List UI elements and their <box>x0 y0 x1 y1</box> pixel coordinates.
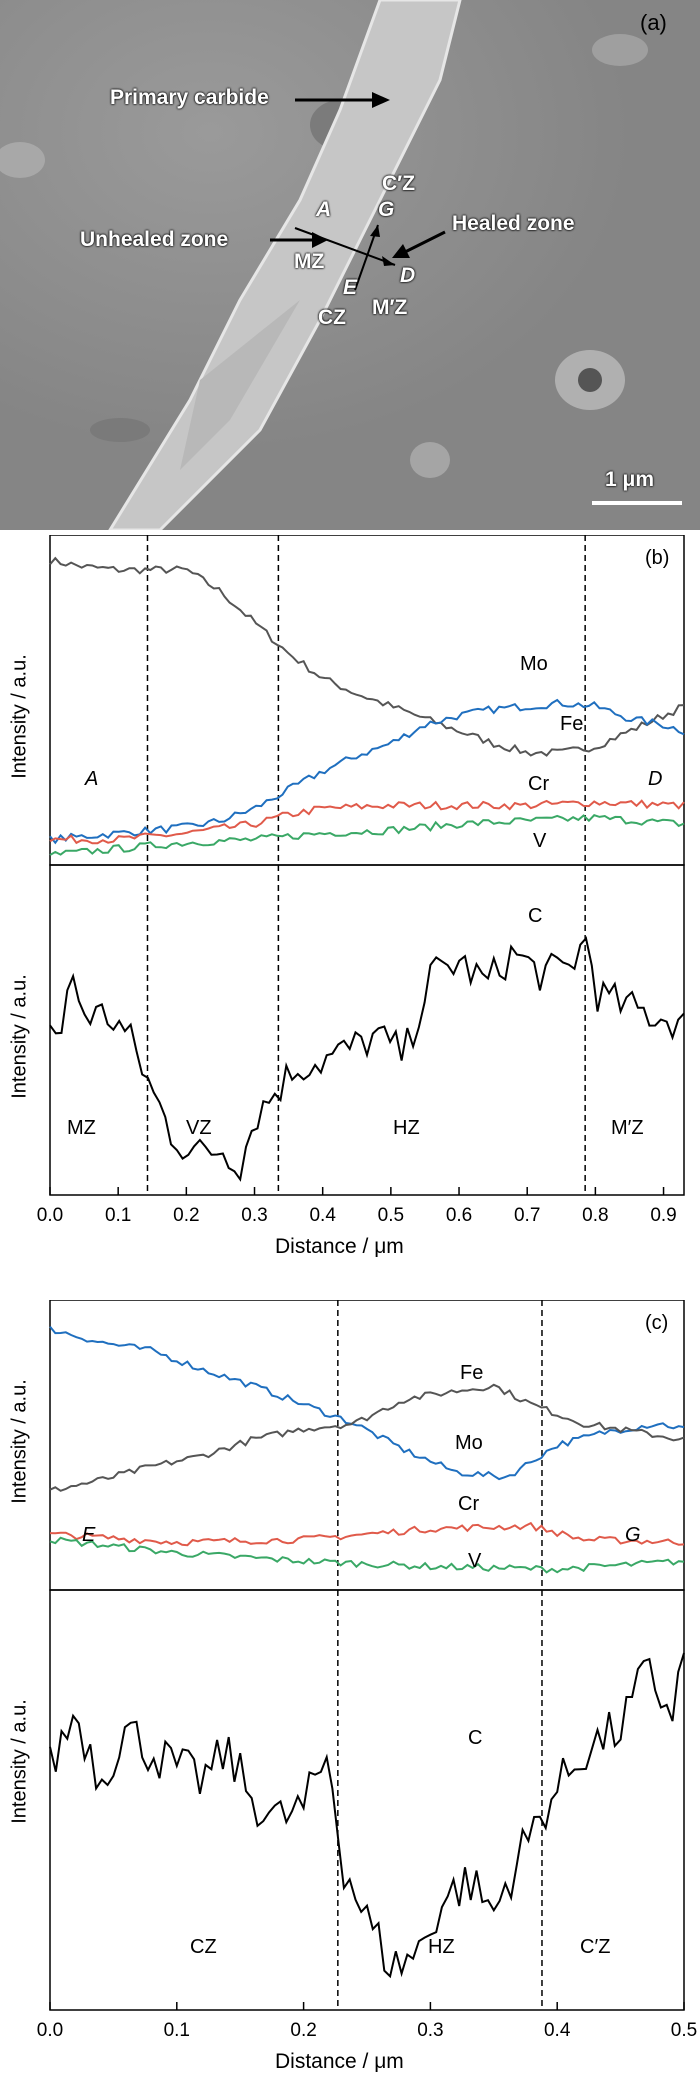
sem-micrograph: (a) Primary carbide Unhealed zone Healed… <box>0 0 700 530</box>
panel-b-cr-label: Cr <box>528 773 550 795</box>
panel-b-endpoint-a: A <box>85 768 99 790</box>
point-g-label: G <box>378 198 395 221</box>
panel-c-xlabel: Distance / μm <box>275 2050 404 2073</box>
mz-label: MZ <box>294 250 325 273</box>
svg-b-tick-label-6: 0.6 <box>446 1205 472 1226</box>
panel-b-chart: 0.0 0.1 0.2 0.3 0.4 0.5 0.6 0.7 0.8 0.9 <box>37 535 685 1226</box>
panel-a-label: (a) <box>640 10 667 35</box>
svg-b-tick-label-8: 0.8 <box>582 1205 608 1226</box>
panel-c-zone-cz: CZ <box>190 1936 217 1958</box>
panel-c: 0.0 0.1 0.2 0.3 0.4 0.5 (c) Intensity / a.u. … <box>0 1300 700 2086</box>
panel-c-ylabel-bottom: Intensity / a.u. <box>8 1699 31 1824</box>
svg-c-tick-label-2: 0.2 <box>290 2020 316 2041</box>
panel-b-zone-mpz: M′Z <box>611 1117 644 1139</box>
svg-b-tick-label-4: 0.4 <box>309 1205 336 1226</box>
svg-c-frame-bottom <box>49 1589 685 2011</box>
panel-b-zone-vz: VZ <box>186 1117 212 1139</box>
panel-c-zone-hz: HZ <box>428 1936 455 1958</box>
unhealed-zone-label: Unhealed zone <box>80 228 229 251</box>
svg-b-series-v <box>49 814 685 856</box>
panel-b-ylabel-top: Intensity / a.u. <box>8 654 31 779</box>
svg-c-series-fe <box>49 1383 685 1492</box>
panel-c-mo-label: Mo <box>455 1432 483 1454</box>
svg-c-tick-label-3: 0.3 <box>417 2020 443 2041</box>
svg-b-tick-label-0: 0.0 <box>37 1205 63 1226</box>
panel-b-zone-hz: HZ <box>393 1117 420 1139</box>
panel-b-label: (b) <box>645 547 670 569</box>
panel-c-endpoint-g: G <box>625 1524 641 1546</box>
svg-b-tick-label-1: 0.1 <box>105 1205 131 1226</box>
svg-b-series-c <box>49 936 685 1182</box>
panel-c-fe-label: Fe <box>460 1362 484 1384</box>
svg-c-tick-label-4: 0.4 <box>544 2020 571 2041</box>
panel-c-zone-cpz: C′Z <box>580 1936 611 1958</box>
panel-c-chart: 0.0 0.1 0.2 0.3 0.4 0.5 <box>37 1300 697 2041</box>
svg-b-series-cr <box>49 799 685 845</box>
svg-b-tick-label-3: 0.3 <box>241 1205 267 1226</box>
panel-b-zone-mz: MZ <box>67 1117 96 1139</box>
svg-b-tick-label-2: 0.2 <box>173 1205 199 1226</box>
panel-b-v-label: V <box>533 830 547 852</box>
mpz-label: M′Z <box>372 296 408 319</box>
point-a-label: A <box>316 198 332 221</box>
line-scan-ad <box>294 227 396 266</box>
svg-b-series-fe <box>49 556 685 757</box>
point-d-label: D <box>400 264 416 287</box>
svg-b-tick-label-9: 0.9 <box>650 1205 676 1226</box>
point-e-label: E <box>343 276 358 299</box>
svg-c-tick-label-0: 0.0 <box>37 2020 63 2041</box>
panel-c-ylabel-top: Intensity / a.u. <box>8 1379 31 1504</box>
panel-b: 0.0 0.1 0.2 0.3 0.4 0.5 0.6 0.7 0.8 0.9 (b) Inten… <box>0 535 700 1285</box>
svg-c-series-v <box>49 1536 685 1574</box>
panel-c-cr-label: Cr <box>458 1493 480 1515</box>
cpz-label: C′Z <box>382 172 416 195</box>
panel-b-xlabel: Distance / μm <box>275 1235 404 1258</box>
svg-c-tick-label-1: 0.1 <box>164 2020 190 2041</box>
cz-label: CZ <box>318 306 346 329</box>
sem-texture <box>0 0 700 530</box>
svg-c-tick-label-5: 0.5 <box>671 2020 697 2041</box>
panel-c-label: (c) <box>645 1312 669 1334</box>
svg-b-tick-label-7: 0.7 <box>514 1205 540 1226</box>
svg-b-series-mo <box>49 698 685 845</box>
scale-bar-label: 1 μm <box>605 468 655 491</box>
svg-b-frame-bottom <box>49 864 685 1196</box>
healed-zone-label: Healed zone <box>452 212 575 235</box>
panel-b-fe-label: Fe <box>560 713 584 735</box>
primary-carbide-label: Primary carbide <box>110 86 269 109</box>
panel-b-c-label: C <box>528 905 543 927</box>
panel-b-ylabel-bottom: Intensity / a.u. <box>8 974 31 1099</box>
panel-c-v-label: V <box>468 1550 482 1572</box>
svg-b-tick-label-5: 0.5 <box>378 1205 404 1226</box>
panel-b-endpoint-d: D <box>648 768 663 790</box>
svg-c-series-c <box>49 1652 685 1979</box>
svg-c-series-mo <box>49 1325 685 1481</box>
svg-b-frame-top <box>49 535 685 866</box>
panel-c-c-label: C <box>468 1727 483 1749</box>
panel-c-endpoint-e: E <box>82 1524 96 1546</box>
panel-b-mo-label: Mo <box>520 653 548 675</box>
svg-c-series-cr <box>49 1521 685 1547</box>
